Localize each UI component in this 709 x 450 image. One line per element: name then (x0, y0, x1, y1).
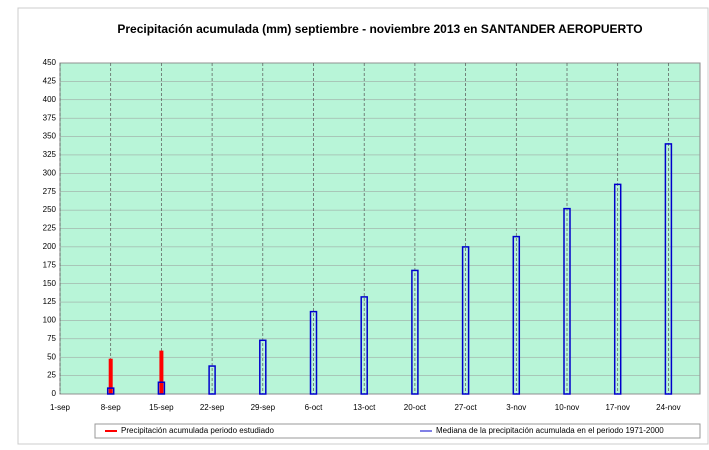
bar (108, 358, 113, 394)
bar (411, 269, 419, 395)
bar (613, 183, 622, 395)
y-tick-label: 175 (43, 260, 57, 269)
y-tick-label: 300 (43, 168, 57, 177)
x-tick-label: 10-nov (555, 403, 579, 412)
x-tick-label: 17-nov (605, 403, 629, 412)
y-tick-label: 375 (43, 113, 57, 122)
bar (360, 296, 368, 395)
legend-label: Precipitación acumulada periodo estudiad… (121, 426, 275, 435)
y-tick-label: 450 (43, 58, 57, 67)
x-tick-label: 8-sep (101, 403, 122, 412)
x-tick-label: 15-sep (149, 403, 174, 412)
x-tick-label: 20-oct (404, 403, 427, 412)
bar (461, 246, 470, 395)
x-tick-label: 24-nov (656, 403, 680, 412)
y-tick-label: 425 (43, 76, 57, 85)
x-tick-label: 1-sep (50, 403, 71, 412)
y-tick-label: 150 (43, 279, 57, 288)
y-tick-label: 225 (43, 224, 57, 233)
bar (208, 365, 216, 395)
y-tick-label: 125 (43, 297, 57, 306)
bar (512, 235, 521, 395)
y-tick-label: 50 (47, 352, 56, 361)
bar (159, 350, 164, 394)
y-tick-label: 75 (47, 334, 56, 343)
bar (106, 387, 115, 395)
y-tick-label: 325 (43, 150, 57, 159)
x-tick-label: 27-oct (454, 403, 477, 412)
y-tick-label: 25 (47, 371, 56, 380)
y-tick-label: 100 (43, 316, 57, 325)
bar (664, 143, 673, 395)
y-tick-label: 250 (43, 205, 57, 214)
x-tick-label: 22-sep (200, 403, 225, 412)
bar (259, 339, 267, 395)
bar (563, 207, 571, 395)
y-tick-label: 200 (43, 242, 57, 251)
y-tick-label: 350 (43, 132, 57, 141)
x-tick-label: 3-nov (506, 403, 526, 412)
x-tick-label: 29-sep (251, 403, 276, 412)
bar (157, 381, 166, 395)
y-tick-label: 275 (43, 187, 57, 196)
y-tick-label: 0 (52, 389, 57, 398)
y-tick-label: 400 (43, 95, 57, 104)
bar (309, 310, 318, 395)
legend-box (94, 423, 701, 439)
chart-title: Precipitación acumulada (mm) septiembre … (117, 22, 642, 36)
x-tick-label: 6-oct (305, 403, 324, 412)
legend-label: Mediana de la precipitación acumulada en… (436, 426, 664, 435)
x-tick-label: 13-oct (353, 403, 376, 412)
